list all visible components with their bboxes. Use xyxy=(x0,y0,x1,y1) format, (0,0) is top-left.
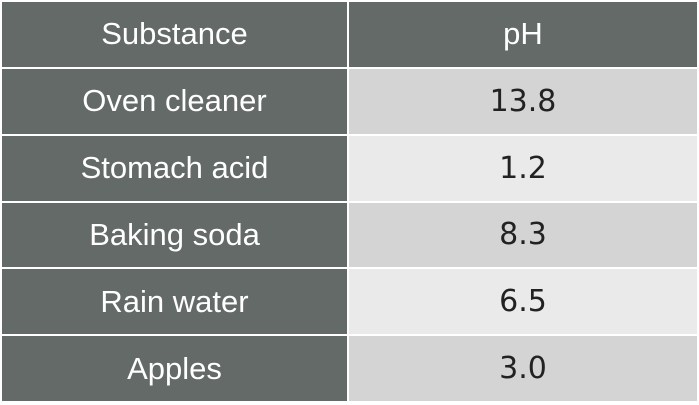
row-1-substance: Oven cleaner xyxy=(2,68,347,134)
row-3-ph: 8.3 xyxy=(349,202,697,268)
row-5-ph: 3.0 xyxy=(349,336,697,401)
header-substance: Substance xyxy=(2,2,347,67)
header-ph: pH xyxy=(349,2,697,67)
row-3-substance: Baking soda xyxy=(2,202,347,268)
ph-table: Substance pH Oven cleaner 13.8 Stomach a… xyxy=(2,2,697,401)
row-5-substance: Apples xyxy=(2,336,347,401)
row-4-ph: 6.5 xyxy=(349,269,697,335)
row-2-substance: Stomach acid xyxy=(2,135,347,201)
row-4-substance: Rain water xyxy=(2,269,347,335)
row-1-ph: 13.8 xyxy=(349,68,697,134)
row-2-ph: 1.2 xyxy=(349,135,697,201)
